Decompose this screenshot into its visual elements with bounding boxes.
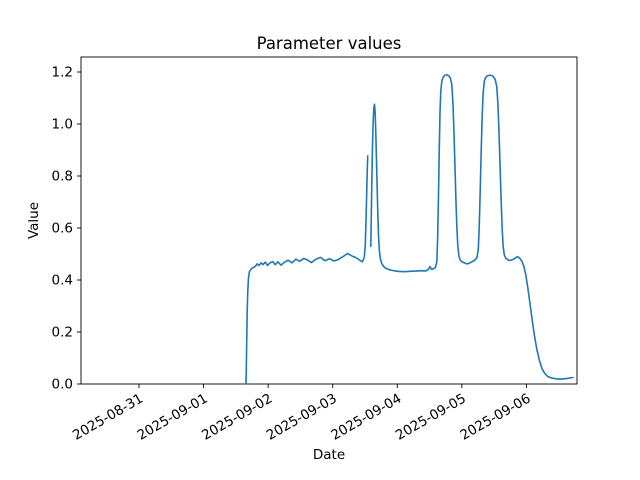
x-tick-label: 2025-09-04 [328,391,404,444]
x-tick-label: 2025-09-02 [199,391,275,444]
plot-area [80,56,578,385]
series-line-segment [245,155,369,385]
y-tick-label: 0.6 [52,221,73,237]
y-tick-label: 1.0 [52,117,73,133]
x-tick-label: 2025-09-05 [393,391,469,444]
y-tick-label: 0.2 [52,325,73,341]
series-line-segment [370,74,574,380]
x-tick-label: 2025-08-31 [70,391,146,444]
y-axis-ticks: 0.0 0.2 0.4 0.6 0.8 1.0 1.2 [52,65,81,393]
chart-title: Parameter values [257,34,402,53]
y-tick-label: 0.4 [52,273,73,289]
x-tick-label: 2025-09-01 [135,391,211,444]
x-tick-label: 2025-09-06 [457,391,533,444]
x-tick-label: 2025-09-03 [264,391,340,444]
y-tick-label: 0.8 [52,169,73,185]
data-series [245,74,574,385]
y-tick-label: 0.0 [52,377,73,393]
x-axis-label: Date [313,447,345,463]
y-axis-label: Value [26,202,42,239]
y-tick-label: 1.2 [52,65,73,81]
x-axis-ticks: 2025-08-312025-09-012025-09-022025-09-03… [70,384,533,444]
